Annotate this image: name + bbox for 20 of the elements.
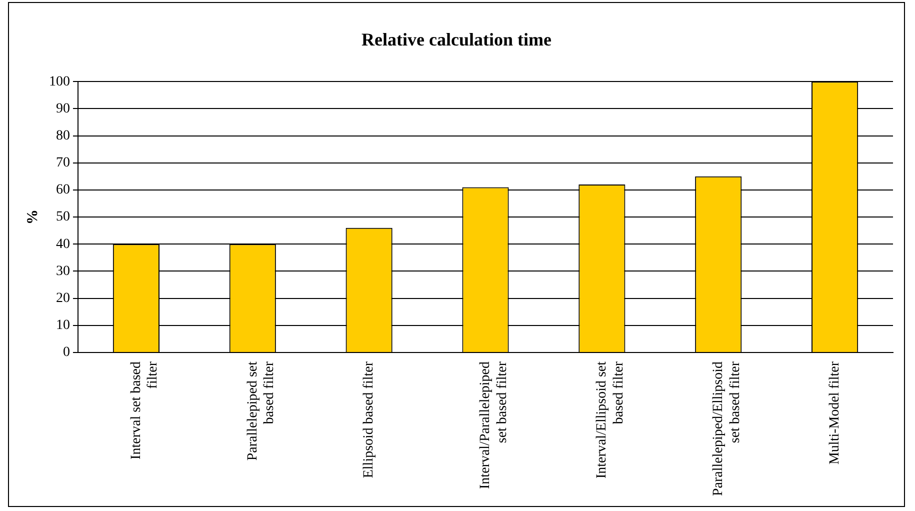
y-tick-label: 80	[56, 128, 70, 144]
y-tick-label: 100	[49, 74, 70, 90]
x-tick-label: Interval/Ellipsoid set based filter	[594, 361, 626, 479]
y-axis-title: %	[24, 210, 41, 225]
y-tick-label: 50	[56, 210, 70, 225]
y-tick-label: 10	[56, 318, 70, 334]
y-tick-label: 90	[56, 101, 70, 116]
x-tick-label: Ellipsoid based filter	[362, 361, 377, 478]
y-tick-label: 0	[63, 345, 70, 360]
y-tick-label: 70	[56, 156, 70, 171]
chart-title: Relative calculation time	[362, 29, 552, 50]
x-tick-label: Parallelepiped/Ellipsoid set based filter	[711, 361, 743, 496]
x-tick-label: Parallelepiped set based filter	[245, 361, 278, 461]
y-tick-label: 60	[56, 182, 70, 198]
x-tick-label: Multi-Model filter	[827, 361, 842, 465]
y-tick-label: 30	[56, 264, 70, 279]
x-tick-label: Interval/Parallelepiped set based filter	[478, 361, 510, 489]
x-tick-label: Interval set based filter	[128, 361, 161, 460]
y-tick-label: 20	[56, 290, 70, 306]
y-tick-label: 40	[56, 236, 70, 252]
